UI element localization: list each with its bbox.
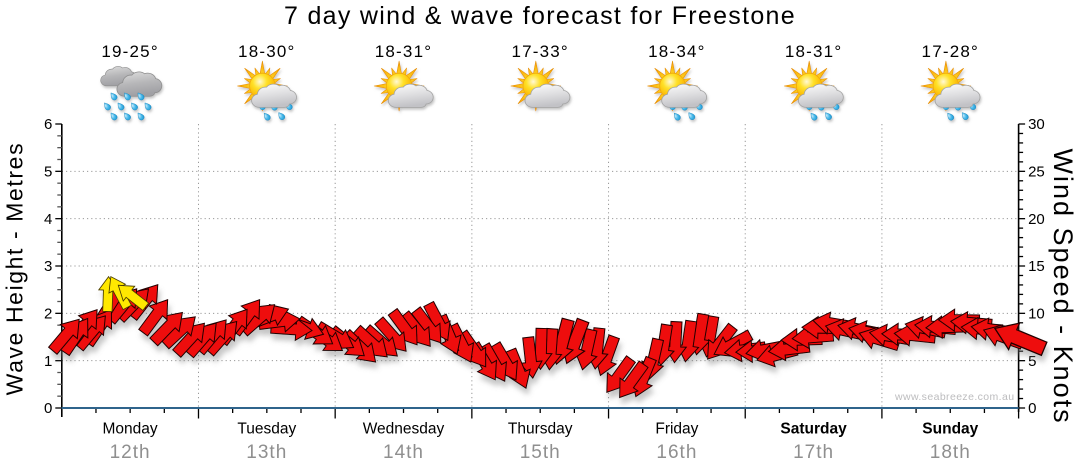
svg-text:0: 0: [44, 400, 52, 417]
svg-text:Wednesday: Wednesday: [363, 421, 445, 438]
svg-text:2: 2: [44, 306, 52, 323]
svg-text:5: 5: [1028, 353, 1036, 370]
svg-text:14th: 14th: [383, 442, 424, 463]
svg-text:17-33°: 17-33°: [511, 42, 568, 61]
svg-text:18-31°: 18-31°: [375, 42, 432, 61]
svg-text:30: 30: [1028, 116, 1045, 133]
svg-text:5: 5: [44, 164, 52, 181]
svg-text:17th: 17th: [793, 442, 834, 463]
svg-text:4: 4: [44, 211, 52, 228]
svg-text:17-28°: 17-28°: [922, 42, 979, 61]
svg-text:18-30°: 18-30°: [238, 42, 295, 61]
svg-text:13th: 13th: [246, 442, 287, 463]
svg-text:10: 10: [1028, 306, 1045, 323]
svg-text:6: 6: [44, 116, 52, 133]
svg-text:25: 25: [1028, 164, 1045, 181]
svg-text:0: 0: [1028, 400, 1036, 417]
svg-text:20: 20: [1028, 211, 1045, 228]
svg-text:18-34°: 18-34°: [648, 42, 705, 61]
svg-text:18-31°: 18-31°: [785, 42, 842, 61]
svg-text:1: 1: [44, 353, 52, 370]
svg-text:www.seabreeze.com.au: www.seabreeze.com.au: [894, 391, 1014, 403]
svg-text:18th: 18th: [930, 442, 971, 463]
svg-text:Sunday: Sunday: [922, 421, 978, 438]
svg-text:15: 15: [1028, 258, 1045, 275]
svg-text:16th: 16th: [656, 442, 697, 463]
svg-text:12th: 12th: [110, 442, 151, 463]
svg-text:Monday: Monday: [103, 421, 158, 438]
svg-text:3: 3: [44, 258, 52, 275]
svg-text:Thursday: Thursday: [508, 421, 573, 438]
svg-text:7 day wind & wave forecast for: 7 day wind & wave forecast for Freestone: [284, 2, 796, 30]
svg-text:15th: 15th: [520, 442, 561, 463]
svg-text:Wave Height - Metres: Wave Height - Metres: [2, 142, 28, 396]
svg-text:Tuesday: Tuesday: [237, 421, 296, 438]
svg-text:19-25°: 19-25°: [101, 42, 158, 61]
svg-text:Friday: Friday: [655, 421, 698, 438]
svg-text:Saturday: Saturday: [780, 421, 847, 438]
svg-text:Wind Speed - Knots: Wind Speed - Knots: [1048, 149, 1078, 425]
